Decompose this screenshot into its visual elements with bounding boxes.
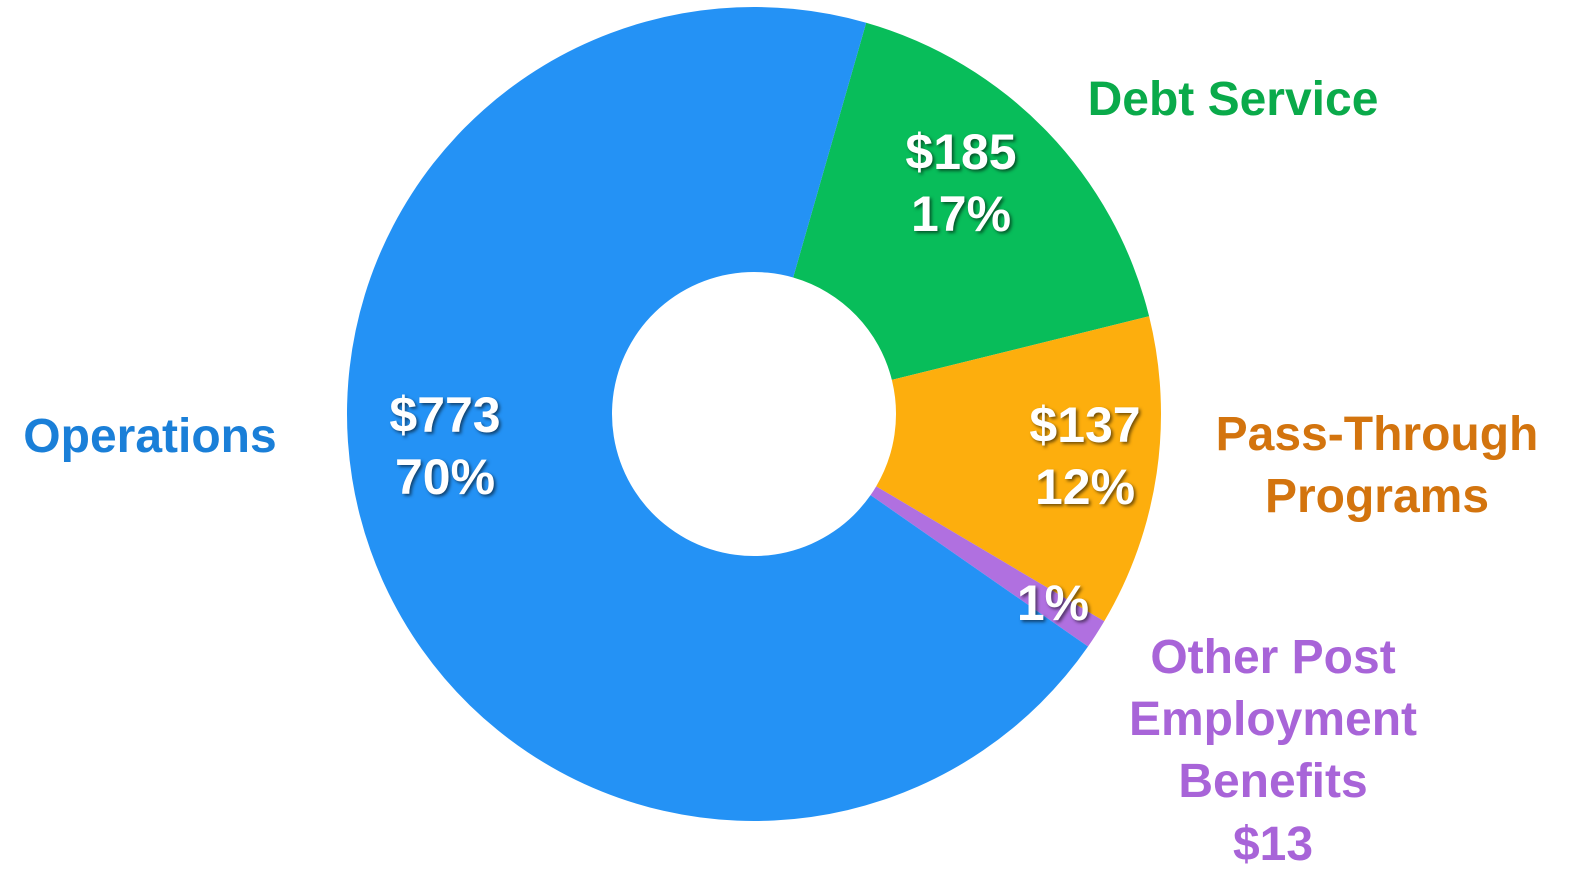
- donut-slice: [876, 316, 1161, 622]
- value-label: $13: [1232, 818, 1314, 871]
- percent-label: 1%: [1016, 575, 1090, 631]
- donut-slice: [347, 6, 1089, 822]
- value-label: $185: [905, 124, 1017, 180]
- category-label: Other Post Employment Benefits: [1128, 631, 1418, 808]
- category-label: Pass-Through Programs: [1215, 408, 1539, 523]
- percent-label: 70%: [394, 449, 496, 505]
- value-label: $137: [1029, 397, 1141, 453]
- category-label: Debt Service: [1087, 73, 1379, 126]
- value-label: $773: [389, 387, 501, 443]
- donut-slice: [793, 22, 1150, 380]
- percent-label: 12%: [1034, 459, 1136, 515]
- percent-label: 17%: [910, 186, 1012, 242]
- category-label: Operations: [23, 410, 277, 463]
- donut-slice: [870, 486, 1105, 647]
